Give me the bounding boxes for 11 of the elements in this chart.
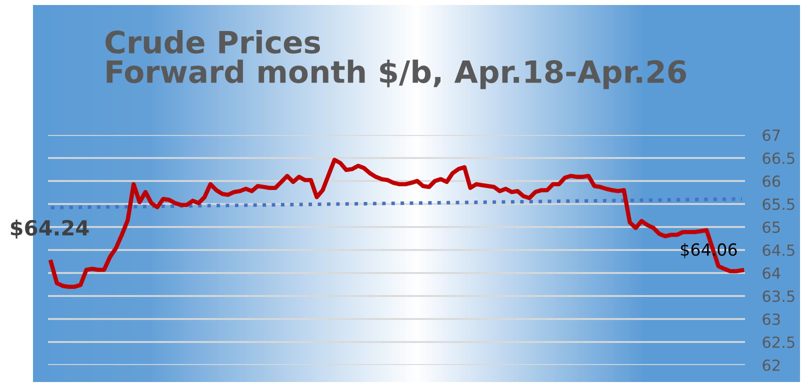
y-tick-label: 65 <box>762 221 780 234</box>
y-tick-label: 64.5 <box>762 244 794 256</box>
y-tick-label: 63 <box>762 313 780 326</box>
y-tick-label: 62.5 <box>762 336 794 348</box>
y-tick-label: 63.5 <box>762 290 794 302</box>
y-tick-label: 64 <box>762 267 780 280</box>
y-tick-label: 67 <box>762 129 780 142</box>
y-tick-label: 66 <box>762 175 780 188</box>
y-tick-label: 66.5 <box>762 152 794 164</box>
y-tick-label: 65.5 <box>762 198 794 210</box>
y-tick-label: 62 <box>762 359 780 372</box>
